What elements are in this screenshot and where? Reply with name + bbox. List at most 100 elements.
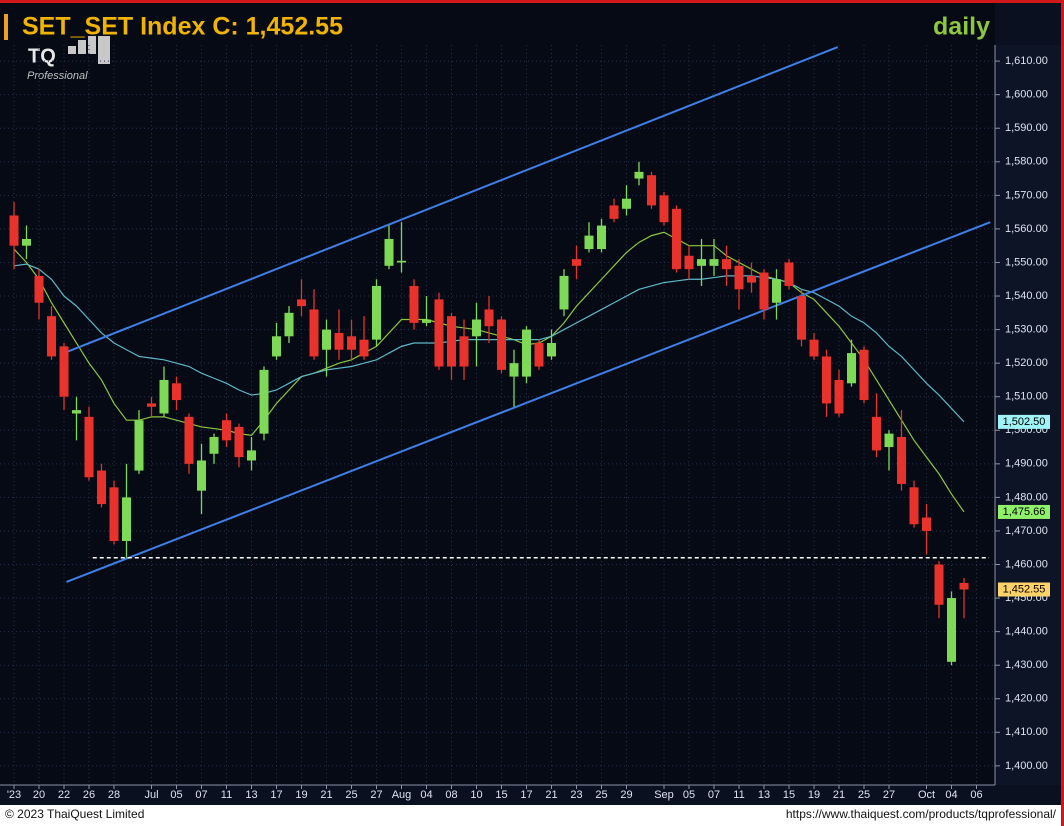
candle-body: [847, 353, 856, 384]
footer-band: [0, 805, 1064, 826]
y-tick-label: 1,540.00: [1005, 290, 1048, 302]
candle-body: [334, 332, 344, 350]
period-label: daily: [933, 13, 990, 41]
candle-body: [297, 299, 306, 307]
x-tick-label: 21: [833, 789, 845, 801]
candle-body: [47, 316, 56, 357]
candle-body: [884, 433, 894, 448]
x-tick-label: 07: [195, 789, 207, 801]
candle-body: [822, 356, 831, 404]
logo-block: [68, 46, 76, 54]
candle-body: [634, 171, 644, 179]
candle-body: [959, 582, 969, 590]
x-tick-label: 29: [620, 789, 632, 801]
trendline: [66, 46, 839, 354]
candle-body: [897, 436, 906, 484]
x-tick-label: 28: [108, 789, 120, 801]
candle-body: [259, 369, 269, 434]
y-tick-label: 1,440.00: [1005, 626, 1048, 638]
x-tick-label: Jul: [144, 789, 158, 801]
x-tick-label: 19: [295, 789, 307, 801]
x-tick-label: 27: [883, 789, 895, 801]
candle-body: [84, 416, 94, 478]
candle-body: [272, 336, 281, 357]
y-tick-label: 1,580.00: [1005, 156, 1048, 168]
candle-body: [909, 487, 919, 525]
candle-body: [922, 517, 931, 531]
candle-body: [434, 299, 444, 367]
x-tick-label: 25: [345, 789, 357, 801]
candle-body: [309, 309, 319, 357]
price-tag: [998, 582, 1050, 597]
x-tick-label: 21: [320, 789, 332, 801]
x-tick-label: Sep: [654, 789, 674, 801]
x-tick-label: 04: [420, 789, 432, 801]
candle-body: [9, 215, 19, 246]
candle-body: [709, 259, 719, 266]
candle-body: [547, 343, 556, 357]
x-tick-label: 17: [520, 789, 532, 801]
x-tick-label: 25: [858, 789, 870, 801]
y-tick-label: 1,400.00: [1005, 760, 1048, 772]
candle-body: [359, 339, 369, 357]
candle-body: [97, 470, 106, 505]
candle-body: [147, 403, 156, 407]
candle-body: [447, 316, 456, 367]
x-tick-label: 22: [58, 789, 70, 801]
plot-area: [0, 0, 995, 785]
candle-body: [784, 262, 794, 286]
candle-body: [734, 265, 744, 290]
x-tick-label: 15: [495, 789, 507, 801]
candle-body: [34, 275, 44, 303]
y-tick-label: 1,520.00: [1005, 357, 1048, 369]
logo-block: [78, 40, 86, 54]
logo-mark: TQ: [28, 45, 56, 67]
y-tick-label: 1,570.00: [1005, 189, 1048, 201]
candle-body: [572, 259, 581, 266]
x-tick-label: 08: [445, 789, 457, 801]
frame-right: [1061, 0, 1064, 826]
frame-top: [0, 0, 1064, 3]
candle-body: [72, 410, 81, 414]
candle-body: [284, 312, 294, 337]
y-tick-label: 1,490.00: [1005, 458, 1048, 470]
logo-subtitle: Professional: [27, 70, 88, 82]
x-tick-label: 17: [270, 789, 282, 801]
x-tick-label: 13: [245, 789, 257, 801]
x-tick-label: 11: [733, 789, 744, 801]
candle-body: [22, 238, 31, 246]
candle-body: [109, 487, 119, 542]
x-tick-label: 26: [83, 789, 95, 801]
x-tick-label: 21: [545, 789, 557, 801]
candle-body: [409, 285, 419, 323]
candle-body: [522, 329, 531, 377]
candle-body: [747, 275, 756, 283]
x-tick-label: 06: [970, 789, 982, 801]
candle-body: [559, 275, 569, 310]
candle-body: [659, 195, 669, 223]
x-tick-label: 15: [783, 789, 795, 801]
candle-body: [159, 379, 169, 414]
x-tick-label: 07: [708, 789, 720, 801]
y-tick-label: 1,530.00: [1005, 323, 1048, 335]
candle-body: [459, 336, 469, 367]
candle-body: [934, 564, 944, 605]
candle-body: [172, 383, 181, 401]
candle-body: [534, 343, 544, 367]
x-tick-label: 19: [808, 789, 820, 801]
price-tag-label: 1,452.55: [1003, 583, 1046, 595]
x-tick-label: 27: [370, 789, 382, 801]
candle-body: [422, 319, 431, 323]
footer-copyright: © 2023 ThaiQuest Limited: [5, 807, 144, 821]
candle-body: [234, 426, 244, 458]
x-tick-label: Aug: [392, 789, 412, 801]
candle-body: [834, 379, 844, 414]
candle-body: [197, 460, 206, 491]
x-tick-label: 20: [33, 789, 45, 801]
candle-body: [872, 416, 881, 451]
y-tick-label: 1,600.00: [1005, 89, 1048, 101]
candle-body: [247, 450, 256, 461]
candle-body: [697, 259, 706, 266]
y-tick-label: 1,430.00: [1005, 659, 1048, 671]
